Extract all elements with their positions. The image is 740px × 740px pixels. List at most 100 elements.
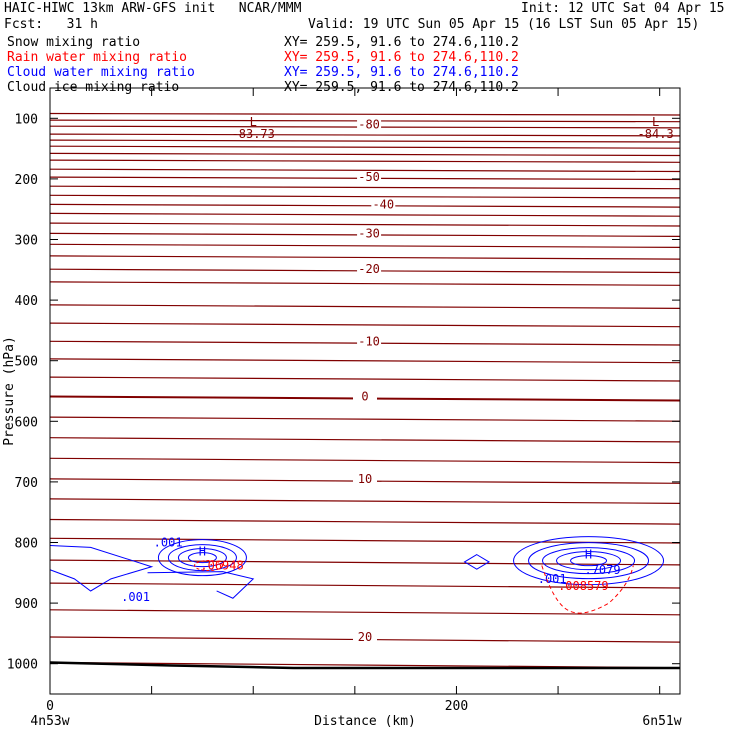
field-xy-rain: XY= 259.5, 91.6 to 274.6,110.2 xyxy=(284,50,519,65)
isotherm-line xyxy=(49,416,681,422)
isotherm-line xyxy=(49,376,681,382)
isotherm-line xyxy=(49,145,681,149)
isotherm-line xyxy=(49,255,681,260)
low-marker: L xyxy=(250,115,257,129)
cloud-water-contour xyxy=(542,547,636,575)
isotherm-label: -40 xyxy=(372,197,394,211)
rain-water-label: .008579 xyxy=(558,579,609,593)
header-title: HAIC-HIWC 13km ARW-GFS init NCAR/MMM xyxy=(4,1,302,16)
field-xy-cloud-water: XY= 259.5, 91.6 to 274.6,110.2 xyxy=(284,65,519,80)
low-marker: L xyxy=(652,115,659,129)
isotherm-line xyxy=(49,437,681,443)
isotherm-line xyxy=(49,281,681,286)
isotherm-label: 20 xyxy=(358,630,372,644)
field-label-rain: Rain water mixing ratio xyxy=(7,50,188,65)
contour-label-bg xyxy=(353,631,377,644)
init-time: Init: 12 UTC Sat 04 Apr 15 xyxy=(521,1,725,16)
y-axis-label: Pressure (hPa) xyxy=(2,336,17,446)
isotherm-line xyxy=(49,498,681,504)
cloud-water-contour xyxy=(556,551,622,571)
cloud-water-contour xyxy=(528,542,650,580)
isotherm-label: -20 xyxy=(358,262,380,276)
x-axis-label: Distance (km) xyxy=(314,714,416,729)
cloud-water-contour xyxy=(167,544,237,572)
isotherm-label: 10 xyxy=(358,472,372,486)
y-tick-label: 700 xyxy=(15,476,38,491)
y-tick-label: 500 xyxy=(15,355,38,370)
end-point-label: 6n51w xyxy=(642,714,681,729)
isotherm-label: 0 xyxy=(361,389,368,403)
rain-water-contour xyxy=(541,565,634,614)
contour-label-bg xyxy=(357,263,382,276)
cloud-water-high-marker: H xyxy=(199,545,206,559)
isotherm-label: -80 xyxy=(358,117,380,131)
contour-label-bg xyxy=(357,227,382,240)
plot-border xyxy=(49,87,681,695)
isotherm-line xyxy=(49,537,681,544)
isotherm-line xyxy=(49,152,681,157)
low-value: -84.3 xyxy=(638,127,674,141)
cloud-water-contour xyxy=(49,545,154,592)
isotherm-line xyxy=(49,168,681,173)
rain-water-contours: .06948 .008579 xyxy=(194,559,634,614)
contour-label-bg xyxy=(357,171,382,184)
isotherm-line xyxy=(49,304,681,309)
contour-label-bg xyxy=(353,390,377,403)
cloud-water-contours: H H.001.001.001.7079 xyxy=(49,536,665,604)
x-tick-label: 200 xyxy=(445,699,468,714)
cloud-water-label: .001 xyxy=(154,536,183,550)
cloud-water-contour xyxy=(157,539,247,577)
isotherm-label: -50 xyxy=(358,170,380,184)
y-tick-label: 800 xyxy=(15,537,38,552)
isotherm-label: -30 xyxy=(358,226,380,240)
y-tick-label: 200 xyxy=(15,173,38,188)
isotherm-line xyxy=(49,322,681,328)
isotherm-line xyxy=(49,222,681,227)
surface-line xyxy=(49,661,680,670)
isotherm-line xyxy=(49,609,681,616)
contour-label-bg xyxy=(357,118,382,131)
isotherm-line xyxy=(49,139,681,143)
isotherm-label: -10 xyxy=(358,334,380,348)
cloud-water-contour xyxy=(147,571,255,599)
valid-time: Valid: 19 UTC Sun 05 Apr 15 (16 LST Sun … xyxy=(308,17,700,32)
plot-frame xyxy=(49,87,681,695)
x-tick-label: 0 xyxy=(46,699,54,714)
isotherm-line xyxy=(49,133,681,137)
cloud-water-label: .001 xyxy=(121,590,150,604)
start-point-label: 4n53w xyxy=(30,714,69,729)
y-tick-label: 300 xyxy=(15,234,38,249)
isotherm-line xyxy=(49,582,681,589)
y-tick-label: 900 xyxy=(15,597,38,612)
isotherm-line xyxy=(49,112,681,116)
isotherm-line xyxy=(49,194,681,199)
field-xy-snow: XY= 259.5, 91.6 to 274.6,110.2 xyxy=(284,35,519,50)
isotherm-line xyxy=(49,159,681,163)
low-value: -83.73 xyxy=(232,127,275,141)
cloud-water-contour xyxy=(570,555,608,567)
contour-label-bg xyxy=(353,472,377,485)
cloud-water-high-marker: H xyxy=(585,548,592,562)
isotherm-line xyxy=(49,243,681,248)
contour-label-bg xyxy=(357,335,382,348)
rain-water-label: .06948 xyxy=(200,559,243,573)
y-tick-label: 1000 xyxy=(7,658,38,673)
isotherm-line xyxy=(49,457,681,464)
isotherm-line xyxy=(49,358,681,364)
rain-water-contour xyxy=(194,560,224,572)
forecast-hour: Fcst: 31 h xyxy=(4,17,98,32)
cloud-water-contour xyxy=(187,552,217,564)
cloud-water-label: .7079 xyxy=(584,563,620,577)
isotherm-line xyxy=(49,518,681,525)
isotherm-line xyxy=(49,203,681,208)
y-tick-label: 400 xyxy=(15,294,38,309)
field-label-cloud-water: Cloud water mixing ratio xyxy=(7,65,195,80)
y-tick-label: 600 xyxy=(15,415,38,430)
isotherm-line xyxy=(49,185,681,190)
cloud-water-contour xyxy=(463,554,490,570)
cloud-water-contour xyxy=(177,548,227,568)
field-label-snow: Snow mixing ratio xyxy=(7,35,141,50)
